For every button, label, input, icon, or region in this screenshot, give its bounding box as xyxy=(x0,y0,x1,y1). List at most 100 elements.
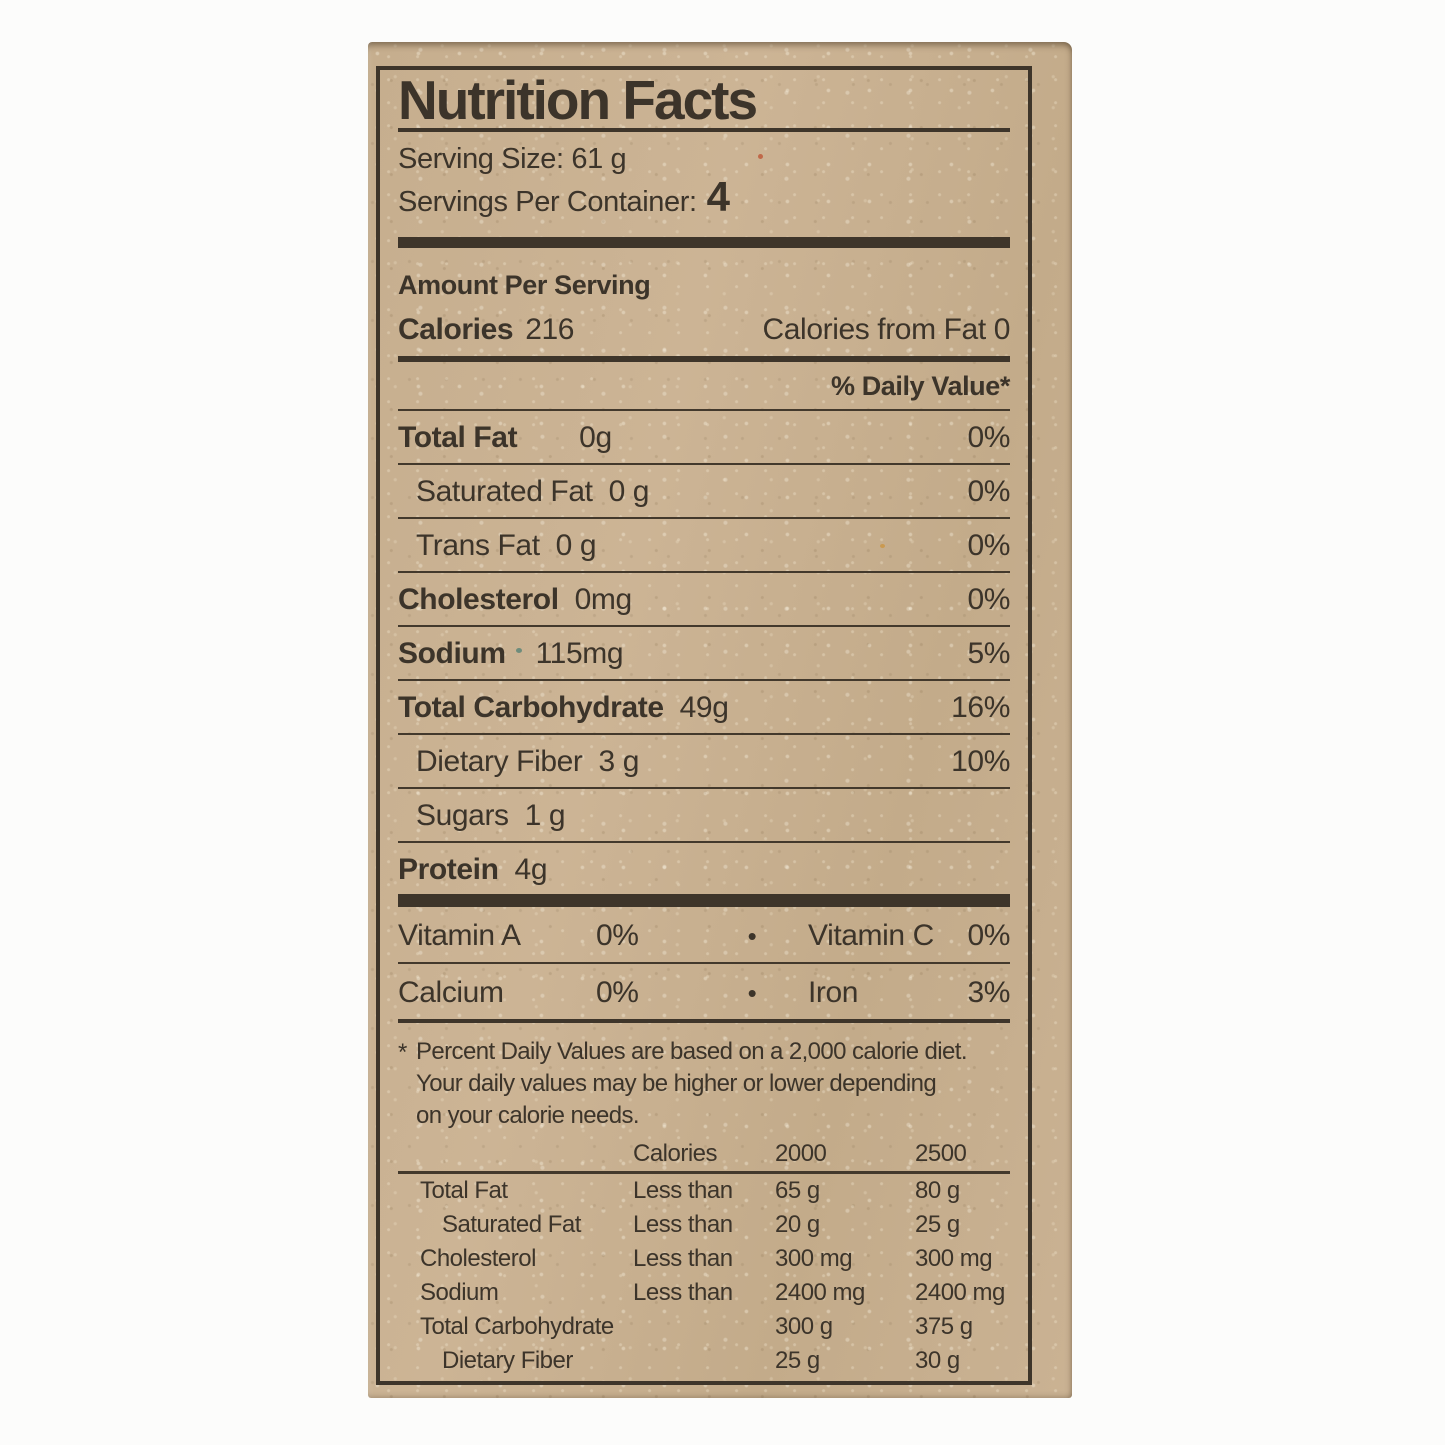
footnote-line: on your calorie needs. xyxy=(416,1102,640,1129)
calories-row: Calories 216 Calories from Fat 0 xyxy=(398,313,1010,362)
bullet-separator-icon: • xyxy=(747,978,757,1008)
serving-size-label: Serving Size: xyxy=(398,143,564,175)
ft-value-2500: 30 g xyxy=(915,1347,960,1374)
nutrient-name: Total Fat xyxy=(398,421,518,454)
vitamin-name: Iron xyxy=(808,976,859,1009)
nutrient-daily-value: 0% xyxy=(967,421,1010,454)
paper-speck xyxy=(758,154,763,159)
nutrient-name: Trans Fat xyxy=(416,529,540,562)
vitamin-value: 0% xyxy=(596,976,639,1009)
ft-value-2000: 300 mg xyxy=(775,1245,853,1272)
nutrient-name: Sodium xyxy=(398,637,506,670)
servings-per-container-line: Servings Per Container: 4 xyxy=(398,173,1010,222)
footnote-line: Your daily values may be higher or lower… xyxy=(416,1070,937,1097)
ft-value-2000: 20 g xyxy=(775,1211,820,1238)
nutrient-name: Total Carbohydrate xyxy=(398,691,664,724)
nutrient-amount: 1 g xyxy=(524,799,566,832)
calories-label: Calories xyxy=(398,313,514,346)
vitamin-value: 0% xyxy=(967,919,1010,952)
ft-nutrient-name: Sodium xyxy=(420,1279,499,1306)
ft-value-2500: 300 mg xyxy=(915,1245,993,1272)
calories-value: 216 xyxy=(525,313,575,346)
nutrient-row: Total Carbohydrate 49g 16% xyxy=(398,681,1010,735)
vitamin-value: 0% xyxy=(596,919,639,952)
footnote-table-row: Saturated Fat Less than 20 g 25 g xyxy=(420,1208,1010,1242)
nutrient-amount: 0mg xyxy=(574,583,633,616)
ft-header-spacer xyxy=(420,1139,633,1169)
servings-per-container-label: Servings Per Container: xyxy=(398,186,697,218)
footnote-table-row: Cholesterol Less than 300 mg 300 mg xyxy=(420,1242,1010,1276)
footnote-table-row: Total Fat Less than 65 g 80 g xyxy=(420,1174,1010,1208)
ft-header-calories: Calories xyxy=(633,1140,718,1167)
ft-nutrient-name: Saturated Fat xyxy=(442,1211,581,1238)
daily-value-header: % Daily Value* xyxy=(398,362,1010,411)
ft-value-2000: 25 g xyxy=(775,1347,820,1374)
nutrient-name: Protein xyxy=(398,853,499,886)
footnote-asterisk: * xyxy=(398,1039,407,1066)
vitamin-rows: Vitamin A 0% • Vitamin C 0% Calcium 0% • Iron 3% xyxy=(398,907,1010,1023)
ft-qualifier: Less than xyxy=(633,1245,733,1272)
servings-per-container-value: 4 xyxy=(706,173,731,220)
ft-nutrient-name: Total Fat xyxy=(420,1177,508,1204)
nutrient-daily-value: 10% xyxy=(951,745,1010,778)
nutrient-amount: 0g xyxy=(579,421,612,454)
nutrient-amount: 0 g xyxy=(555,529,597,562)
nutrient-daily-value: 0% xyxy=(967,475,1010,508)
serving-size-value: 61 g xyxy=(571,143,627,175)
footnote-table-row: Total Carbohydrate 300 g 375 g xyxy=(420,1310,1010,1344)
footnote-line: Percent Daily Values are based on a 2,00… xyxy=(416,1038,968,1065)
cardboard-package: Nutrition Facts Serving Size: 61 g Servi… xyxy=(368,42,1072,1398)
ft-nutrient-name: Cholesterol xyxy=(420,1245,536,1272)
ft-qualifier xyxy=(633,1344,775,1378)
ft-value-2000: 300 g xyxy=(775,1313,833,1340)
ft-header-2500: 2500 xyxy=(915,1140,967,1167)
vitamin-name: Vitamin A xyxy=(398,919,521,952)
ft-value-2500: 2400 mg xyxy=(915,1279,1005,1306)
nutrient-name: Dietary Fiber xyxy=(416,745,583,778)
nutrient-daily-value: 16% xyxy=(951,691,1010,724)
nutrient-amount: 0 g xyxy=(608,475,650,508)
ft-value-2500: 25 g xyxy=(915,1211,960,1238)
vitamin-value: 3% xyxy=(967,976,1010,1009)
ft-value-2000: 65 g xyxy=(775,1177,820,1204)
footnote: * Percent Daily Values are based on a 2,… xyxy=(398,1023,1010,1132)
ft-value-2000: 2400 mg xyxy=(775,1279,865,1306)
ft-value-2500: 375 g xyxy=(915,1313,973,1340)
nutrient-daily-value: 0% xyxy=(967,529,1010,562)
nutrition-facts-label: Nutrition Facts Serving Size: 61 g Servi… xyxy=(376,66,1032,1385)
footnote-table-header: Calories 2000 2500 xyxy=(398,1139,1010,1174)
vitamin-row: Calcium 0% • Iron 3% xyxy=(398,962,1010,1019)
ft-nutrient-name: Dietary Fiber xyxy=(442,1347,573,1374)
vitamin-row: Vitamin A 0% • Vitamin C 0% xyxy=(398,907,1010,962)
footnote-table-rows: Total Fat Less than 65 g 80 g Saturated Fat L… xyxy=(398,1174,1010,1378)
calories-cell: Calories 216 xyxy=(398,313,574,347)
ft-value-2500: 80 g xyxy=(915,1177,960,1204)
label-title: Nutrition Facts xyxy=(398,70,1010,132)
nutrient-row: Trans Fat 0 g 0% xyxy=(398,519,1010,573)
nutrient-daily-value: 0% xyxy=(967,583,1010,616)
footnote-text: Percent Daily Values are based on a 2,00… xyxy=(416,1036,968,1132)
footnote-table-row: Dietary Fiber 25 g 30 g xyxy=(420,1344,1010,1378)
serving-size-line: Serving Size: 61 g xyxy=(398,141,1010,177)
nutrient-row: Cholesterol 0mg 0% xyxy=(398,573,1010,627)
calories-from-fat-label: Calories from Fat xyxy=(762,313,987,346)
footnote-table-row: Sodium Less than 2400 mg 2400 mg xyxy=(420,1276,1010,1310)
paper-speck xyxy=(516,648,522,653)
nutrient-amount: 4g xyxy=(514,853,548,886)
ft-header-2000: 2000 xyxy=(775,1140,827,1167)
ft-qualifier: Less than xyxy=(633,1177,733,1204)
paper-speck xyxy=(880,544,885,548)
bullet-separator-icon: • xyxy=(747,921,757,951)
nutrient-row: Total Fat 0g 0% xyxy=(398,411,1010,465)
vitamin-name: Calcium xyxy=(398,976,504,1009)
section-divider-bar xyxy=(398,237,1010,248)
ft-qualifier xyxy=(633,1310,775,1344)
nutrient-row: Saturated Fat 0 g 0% xyxy=(398,465,1010,519)
nutrient-amount: 49g xyxy=(679,691,729,724)
nutrient-row: Sugars 1 g xyxy=(398,789,1010,843)
section-divider-bar xyxy=(398,894,1010,907)
serving-info: Serving Size: 61 g Servings Per Containe… xyxy=(398,132,1010,222)
nutrient-row: Dietary Fiber 3 g 10% xyxy=(398,735,1010,789)
calories-from-fat-value: 0 xyxy=(993,313,1011,346)
nutrient-name: Saturated Fat xyxy=(416,475,593,508)
